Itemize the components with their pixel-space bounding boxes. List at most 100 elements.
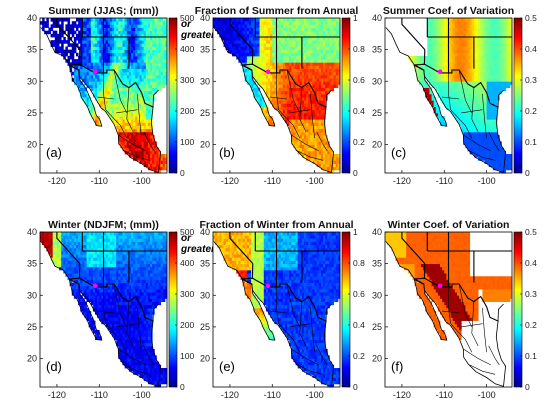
heatmap-cell — [291, 128, 294, 133]
heatmap-cell — [128, 62, 132, 66]
heatmap-cell — [152, 157, 155, 161]
heatmap-cell — [75, 24, 79, 28]
heatmap-cell — [484, 112, 487, 117]
heatmap-cell — [503, 36, 507, 41]
heatmap-cell — [133, 147, 136, 152]
heatmap-cell — [67, 59, 71, 63]
heatmap-cell — [128, 138, 132, 142]
heatmap-cell — [160, 49, 164, 54]
heatmap-cell — [118, 138, 121, 142]
heatmap-cell — [71, 33, 75, 38]
heatmap-cell — [467, 97, 471, 101]
heatmap-cell — [135, 131, 138, 136]
heatmap-cell — [299, 147, 303, 152]
heatmap-cell — [120, 138, 123, 142]
heatmap-cell — [420, 55, 424, 60]
heatmap-cell — [299, 135, 303, 139]
heatmap-cell — [429, 27, 432, 32]
heatmap-cell — [135, 33, 138, 38]
heatmap-cell — [452, 18, 456, 22]
heatmap-cell — [484, 55, 487, 60]
heatmap-cell — [490, 40, 494, 44]
heatmap-cell — [124, 116, 128, 120]
heatmap-cell — [429, 97, 432, 101]
map-borders — [385, 18, 512, 173]
heatmap-cell — [444, 100, 447, 104]
heatmap-cell — [284, 90, 288, 95]
heatmap-cell — [308, 131, 311, 136]
heatmap-cell — [442, 74, 445, 79]
heatmap-cell — [162, 163, 166, 168]
heatmap-cell — [480, 103, 483, 107]
heatmap-cell — [463, 68, 466, 73]
heatmap-cell — [325, 87, 328, 92]
heatmap-cell — [325, 74, 328, 79]
heatmap-cell — [427, 87, 430, 92]
heatmap-cell — [135, 78, 138, 82]
heatmap-cell — [467, 27, 471, 32]
heatmap-cell — [320, 147, 324, 152]
heatmap-cell — [299, 128, 303, 133]
heatmap-cell — [318, 160, 322, 164]
heatmap-cell — [484, 40, 487, 44]
heatmap-cell — [88, 18, 92, 22]
heatmap-cell — [152, 24, 155, 28]
heatmap-cell — [284, 100, 288, 104]
colorbar-tick-label: 0.2 — [353, 137, 365, 147]
heatmap-cell — [246, 49, 250, 54]
heatmap-cell — [490, 74, 494, 79]
heatmap-cell — [238, 46, 241, 51]
heatmap-cell — [499, 65, 502, 70]
heatmap-cell — [84, 43, 87, 47]
heatmap-cell — [133, 46, 136, 51]
heatmap-cell — [312, 43, 315, 47]
heatmap-cell — [486, 71, 490, 76]
heatmap-cell — [131, 65, 134, 70]
y-tick-label: 30 — [372, 76, 382, 86]
heatmap-cell — [238, 55, 241, 60]
heatmap-cell — [429, 30, 432, 35]
heatmap-cell — [131, 144, 134, 149]
heatmap-cell — [484, 21, 487, 25]
heatmap-cell — [433, 71, 437, 76]
heatmap-cell — [272, 62, 275, 66]
heatmap-cell — [505, 68, 509, 73]
heatmap-cell — [63, 52, 66, 57]
heatmap-cell — [114, 78, 117, 82]
heatmap-cell — [299, 125, 303, 130]
heatmap-cell — [274, 59, 277, 63]
heatmap-cell — [248, 36, 252, 41]
heatmap-cell — [107, 106, 111, 111]
heatmap-cell — [295, 141, 299, 145]
heatmap-cell — [463, 84, 466, 88]
heatmap-cell — [509, 21, 513, 25]
heatmap-cell — [459, 36, 462, 41]
heatmap-cell — [467, 141, 471, 145]
heatmap-cell — [465, 103, 468, 107]
heatmap-cell — [442, 87, 445, 92]
heatmap-cell — [164, 36, 168, 41]
heatmap-cell — [122, 128, 126, 133]
heatmap-cell — [118, 81, 121, 85]
heatmap-cell — [503, 87, 507, 92]
colorbar-tick-label: 0.8 — [353, 44, 365, 54]
heatmap-cell — [42, 238, 45, 242]
heatmap-cell — [109, 33, 113, 38]
heatmap-cell — [431, 97, 435, 101]
heatmap-cell — [308, 33, 311, 38]
heatmap-cell — [162, 27, 166, 32]
heatmap-cell — [141, 40, 145, 44]
heatmap-cell — [232, 33, 235, 38]
heatmap-cell — [109, 74, 113, 79]
heatmap-cell — [331, 87, 335, 92]
colorbar-tick-label: 300 — [180, 75, 194, 85]
heatmap-cell — [268, 97, 271, 101]
heatmap-cell — [312, 46, 315, 51]
heatmap-cell — [433, 49, 437, 54]
heatmap-cell — [329, 169, 332, 174]
heatmap-cell — [131, 93, 134, 98]
heatmap-cell — [160, 62, 164, 66]
heatmap-cell — [425, 74, 428, 79]
heatmap-cell — [471, 119, 475, 123]
heatmap-cell — [492, 119, 496, 123]
